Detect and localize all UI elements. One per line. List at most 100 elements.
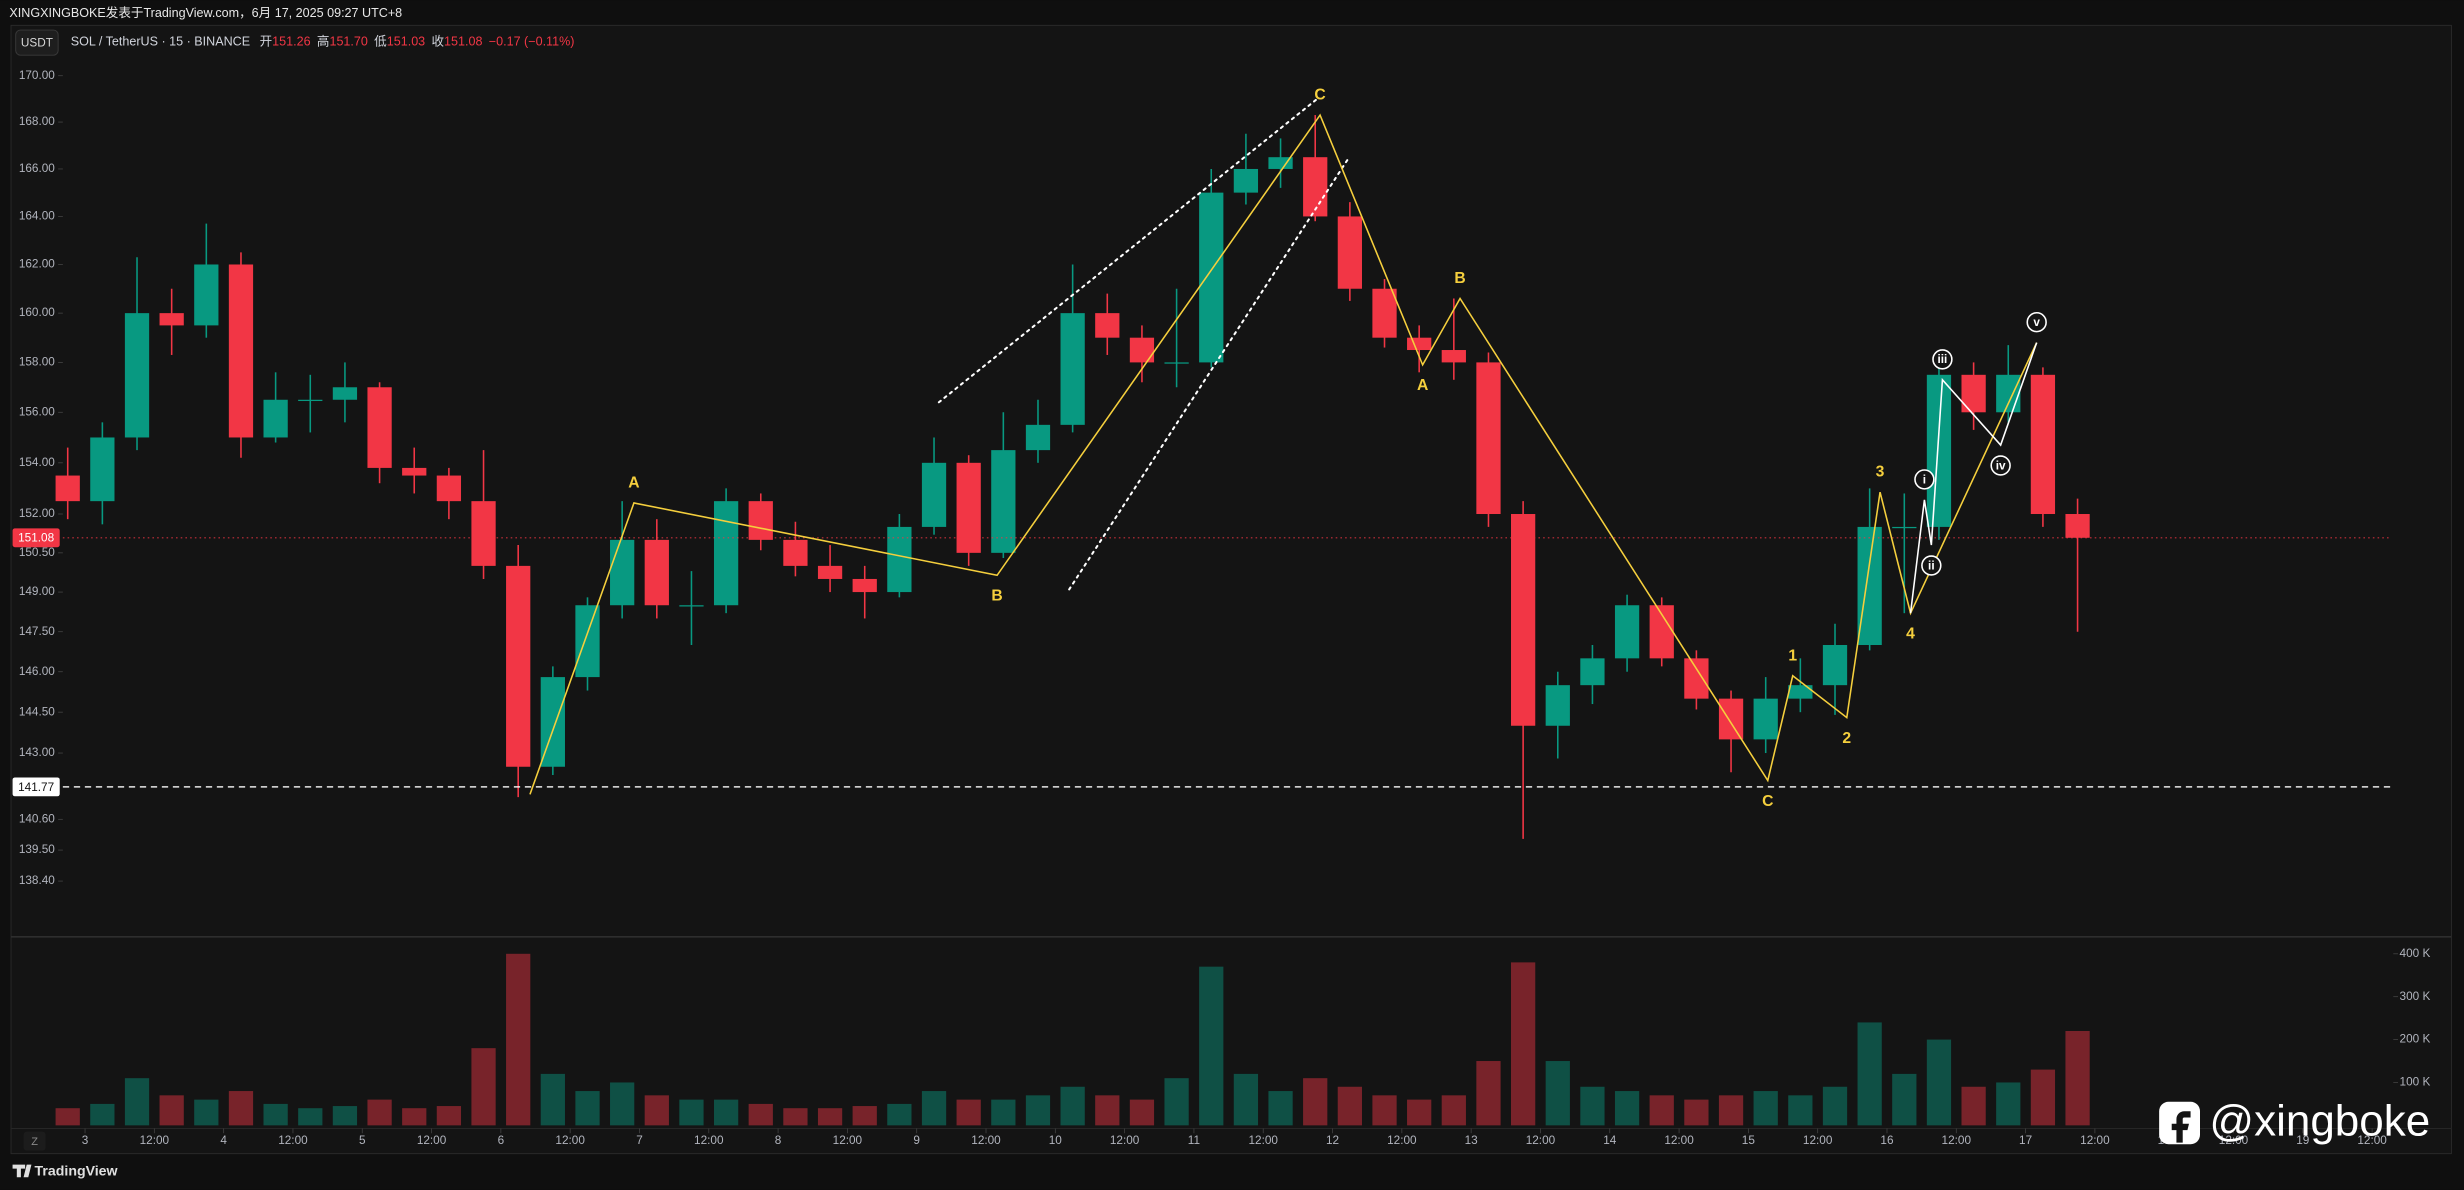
wave-label: A xyxy=(1417,377,1428,394)
candle-body xyxy=(1614,605,1640,659)
x-tick-label: 11 xyxy=(1188,1134,1200,1147)
legend-ohlc-value: 151.03 xyxy=(387,35,425,49)
candle-body xyxy=(506,565,531,767)
x-tick-label: 12:00 xyxy=(1942,1134,1972,1147)
volume-bar xyxy=(471,1048,496,1126)
x-tick-label: 12:00 xyxy=(1526,1134,1556,1147)
candle-body xyxy=(1060,313,1085,425)
price-label-box xyxy=(12,528,60,548)
candle-body xyxy=(783,539,808,566)
candle-body xyxy=(90,437,115,502)
volume-bar xyxy=(2065,1030,2090,1126)
volume-bar xyxy=(817,1108,843,1126)
y-tick-label: 164.00 xyxy=(19,210,55,223)
volume-bar xyxy=(921,1091,947,1126)
volume-bar xyxy=(1753,1091,1778,1126)
wave-label-circle xyxy=(1921,555,1942,576)
wave-label: B xyxy=(1454,270,1465,287)
wave-label-circle xyxy=(1990,455,2011,476)
y-tick-label: 170.00 xyxy=(19,69,55,82)
volume-bar xyxy=(506,953,531,1126)
volume-bar xyxy=(1095,1095,1120,1126)
volume-bar xyxy=(1025,1095,1051,1126)
candle-body xyxy=(1233,168,1259,193)
candle-body xyxy=(1753,698,1778,740)
candle-body xyxy=(228,264,254,438)
candle-body xyxy=(1926,374,1952,527)
symbol-button[interactable] xyxy=(15,29,59,56)
wave-label: iii xyxy=(1938,353,1948,366)
wave-label-circle xyxy=(1932,349,1953,370)
candle-body xyxy=(991,450,1016,553)
candle-body xyxy=(1545,685,1570,726)
x-tick-label: 15 xyxy=(1742,1134,1756,1147)
header-title: XINGXINGBOKE发表于TradingView.com，6月 17, 20… xyxy=(9,5,402,20)
candle-body xyxy=(55,475,80,502)
scale-button[interactable] xyxy=(23,1131,46,1151)
candle-body xyxy=(1857,526,1882,645)
volume-bar xyxy=(679,1099,704,1126)
watermark-icon-glyph xyxy=(2171,1111,2191,1143)
wave-label: ii xyxy=(1928,559,1935,572)
volume-bar xyxy=(956,1099,981,1126)
x-tick-label: 17 xyxy=(2019,1134,2032,1147)
candle-body xyxy=(679,605,704,607)
volume-bar xyxy=(748,1103,773,1126)
y-tick-label: 146.00 xyxy=(19,665,55,678)
candle-body xyxy=(263,399,288,438)
candle-body xyxy=(1303,157,1328,217)
scale-button-label[interactable]: Z xyxy=(31,1136,38,1148)
candle-body xyxy=(1996,374,2021,413)
x-tick-label: 3 xyxy=(82,1134,89,1147)
symbol-button-label[interactable]: USDT xyxy=(21,37,53,50)
x-tick-label: 13 xyxy=(1465,1134,1479,1147)
candle-body xyxy=(713,501,739,606)
wave-label: C xyxy=(1314,87,1325,104)
volume-bar xyxy=(1129,1099,1155,1126)
volume-bar xyxy=(783,1108,808,1126)
volume-bar xyxy=(159,1095,184,1126)
volume-bar xyxy=(90,1103,115,1126)
wave-label: 2 xyxy=(1842,730,1851,747)
chart-panel xyxy=(10,24,2452,1155)
y-tick-label: 152.00 xyxy=(19,507,55,520)
volume-bar xyxy=(1337,1086,1362,1126)
volume-bar xyxy=(263,1103,288,1126)
candle-body xyxy=(956,462,981,553)
volume-bar xyxy=(644,1095,669,1126)
volume-bar xyxy=(1892,1073,1917,1126)
y-tick-label: 162.00 xyxy=(19,258,55,271)
y-tick-label: 140.60 xyxy=(19,812,55,825)
volume-bar xyxy=(1857,1022,1882,1126)
wave-label: 1 xyxy=(1788,647,1797,664)
wave-line xyxy=(1909,342,2038,614)
x-tick-label: 10 xyxy=(1049,1134,1063,1147)
y-tick-label: 147.50 xyxy=(19,625,55,638)
y-tick-label: 154.00 xyxy=(19,456,55,469)
legend-ohlc-value: 151.08 xyxy=(444,35,482,49)
wave-label-circle xyxy=(2026,311,2047,333)
x-tick-label: 12:00 xyxy=(555,1134,585,1147)
volume-tick-label: 100 K xyxy=(2400,1076,2431,1089)
x-tick-label: 12:00 xyxy=(1664,1134,1694,1147)
legend-ohlc-label: 高 xyxy=(317,34,330,49)
wave-label: i xyxy=(1923,473,1926,486)
volume-bar xyxy=(1718,1095,1744,1126)
candle-body xyxy=(1822,644,1848,686)
volume-bar xyxy=(991,1099,1016,1126)
volume-bar xyxy=(1961,1086,1986,1126)
candle-body xyxy=(1129,337,1155,363)
volume-bar xyxy=(713,1099,739,1126)
volume-bar xyxy=(610,1082,635,1126)
volume-bar xyxy=(332,1106,358,1126)
x-tick-label: 9 xyxy=(913,1134,920,1147)
candle-body xyxy=(887,526,912,593)
volume-bar xyxy=(194,1099,219,1126)
y-tick-label: 158.00 xyxy=(19,356,55,369)
volume-bar xyxy=(1996,1082,2021,1126)
volume-bar xyxy=(887,1103,912,1126)
candle-body xyxy=(1788,685,1813,699)
candle-body xyxy=(2065,514,2090,538)
x-tick-label: 12:00 xyxy=(833,1134,863,1147)
candle-body xyxy=(1961,374,1986,413)
